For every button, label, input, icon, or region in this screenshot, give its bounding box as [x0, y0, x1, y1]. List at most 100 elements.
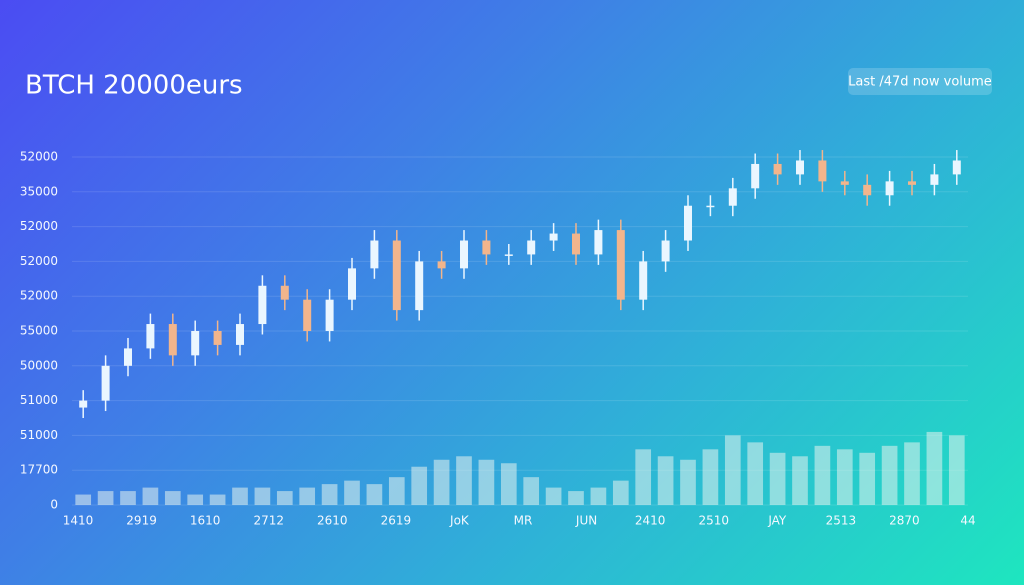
y-tick-label: 52000 [20, 150, 58, 164]
volume-bar [523, 477, 540, 505]
candle-body [661, 240, 670, 262]
volume-bar [366, 484, 383, 505]
candle-body [392, 240, 401, 311]
volume-bar [344, 480, 360, 505]
candle-body [79, 400, 88, 408]
volume-bar [187, 494, 204, 505]
y-tick-label: 52000 [20, 289, 58, 303]
volume-bar [926, 431, 943, 505]
volume-bar [209, 494, 226, 505]
volume-bar [500, 463, 517, 505]
volume-bar [814, 445, 831, 505]
candle-body [840, 181, 849, 185]
volume-bar [612, 480, 629, 505]
x-tick-label: JAY [767, 514, 787, 528]
y-tick-label: 51000 [20, 393, 58, 407]
volume-bar [478, 459, 495, 505]
volume-bar [657, 456, 674, 505]
badge: Last /47d now volume [848, 75, 992, 90]
volume-bar [680, 459, 696, 505]
chart-title: BTCH 20000eurs [25, 71, 243, 101]
y-tick-label: 50000 [20, 358, 58, 372]
volume-bar [232, 487, 248, 505]
candle-body [885, 181, 894, 196]
x-tick-label: 44 [960, 514, 975, 528]
y-tick-label: 52000 [20, 254, 58, 268]
volume-bar [411, 466, 428, 505]
y-tick-label: 35000 [20, 184, 58, 198]
volume-bar [769, 452, 786, 505]
candle-body [482, 240, 491, 255]
y-tick-label: 51000 [20, 428, 58, 442]
candle-body [952, 160, 961, 175]
y-tick-label: 17700 [20, 463, 58, 477]
volume-bar [635, 449, 652, 505]
candle-body [706, 205, 715, 208]
volume-bar [859, 452, 876, 505]
volume-bar [276, 491, 293, 505]
y-tick-label: 52000 [20, 219, 58, 233]
candle-body [863, 184, 872, 196]
x-tick-label: 2410 [635, 514, 666, 528]
badge-bg [848, 68, 992, 95]
candle-body [684, 205, 692, 241]
candle-body [460, 240, 468, 269]
volume-bar [254, 487, 271, 505]
candle-body [773, 163, 782, 175]
volume-bar [97, 491, 114, 505]
x-tick-label: MR [514, 514, 533, 528]
x-tick-label: 2919 [126, 514, 157, 528]
y-tick-label: 55000 [20, 324, 58, 338]
x-tick-label: 2513 [826, 514, 857, 528]
candle-body [527, 240, 536, 255]
volume-bar [142, 487, 159, 505]
x-tick-label: 2712 [253, 514, 284, 528]
volume-bar [321, 484, 338, 505]
x-tick-label: 2619 [381, 514, 412, 528]
volume-bar [836, 449, 853, 505]
volume-bar [545, 487, 562, 505]
x-tick-label: 1610 [190, 514, 221, 528]
volume-bar [388, 477, 405, 505]
candle-body [908, 181, 916, 185]
candle-body [370, 240, 379, 269]
volume-bar [724, 435, 741, 505]
candle-body [146, 324, 155, 349]
candle-body [639, 261, 648, 300]
x-tick-label: 2610 [317, 514, 348, 528]
volume-bar [299, 487, 316, 505]
candle-body [325, 299, 334, 331]
volume-bar [120, 491, 136, 505]
volume-bar [904, 442, 920, 505]
candle-body [348, 268, 356, 300]
candle-body [236, 324, 244, 345]
candle-body [437, 261, 446, 269]
candle-body [751, 163, 760, 189]
volume-bar [164, 491, 181, 505]
candle-body [258, 285, 267, 325]
x-tick-label: 1410 [63, 514, 94, 528]
volume-bar [456, 456, 472, 505]
volume-bar [792, 456, 808, 505]
candle-body [303, 299, 312, 331]
volume-bar [948, 435, 965, 505]
candle-body [572, 233, 580, 255]
candle-body [930, 174, 939, 185]
candle-body [415, 261, 424, 311]
x-tick-label: JUN [575, 514, 597, 528]
candle-body [101, 365, 110, 401]
candle-body [818, 160, 827, 182]
x-tick-label: 2510 [698, 514, 729, 528]
x-tick-label: 2870 [889, 514, 920, 528]
candle-body [549, 233, 558, 241]
candle-body [728, 188, 737, 206]
candle-body [168, 324, 177, 356]
volume-bar [75, 494, 92, 505]
candle-body [124, 348, 132, 366]
candle-body [594, 230, 603, 255]
y-tick-label: 0 [50, 498, 58, 512]
candle-body [191, 331, 200, 356]
candle-body [504, 254, 513, 256]
candle-body [213, 331, 222, 345]
